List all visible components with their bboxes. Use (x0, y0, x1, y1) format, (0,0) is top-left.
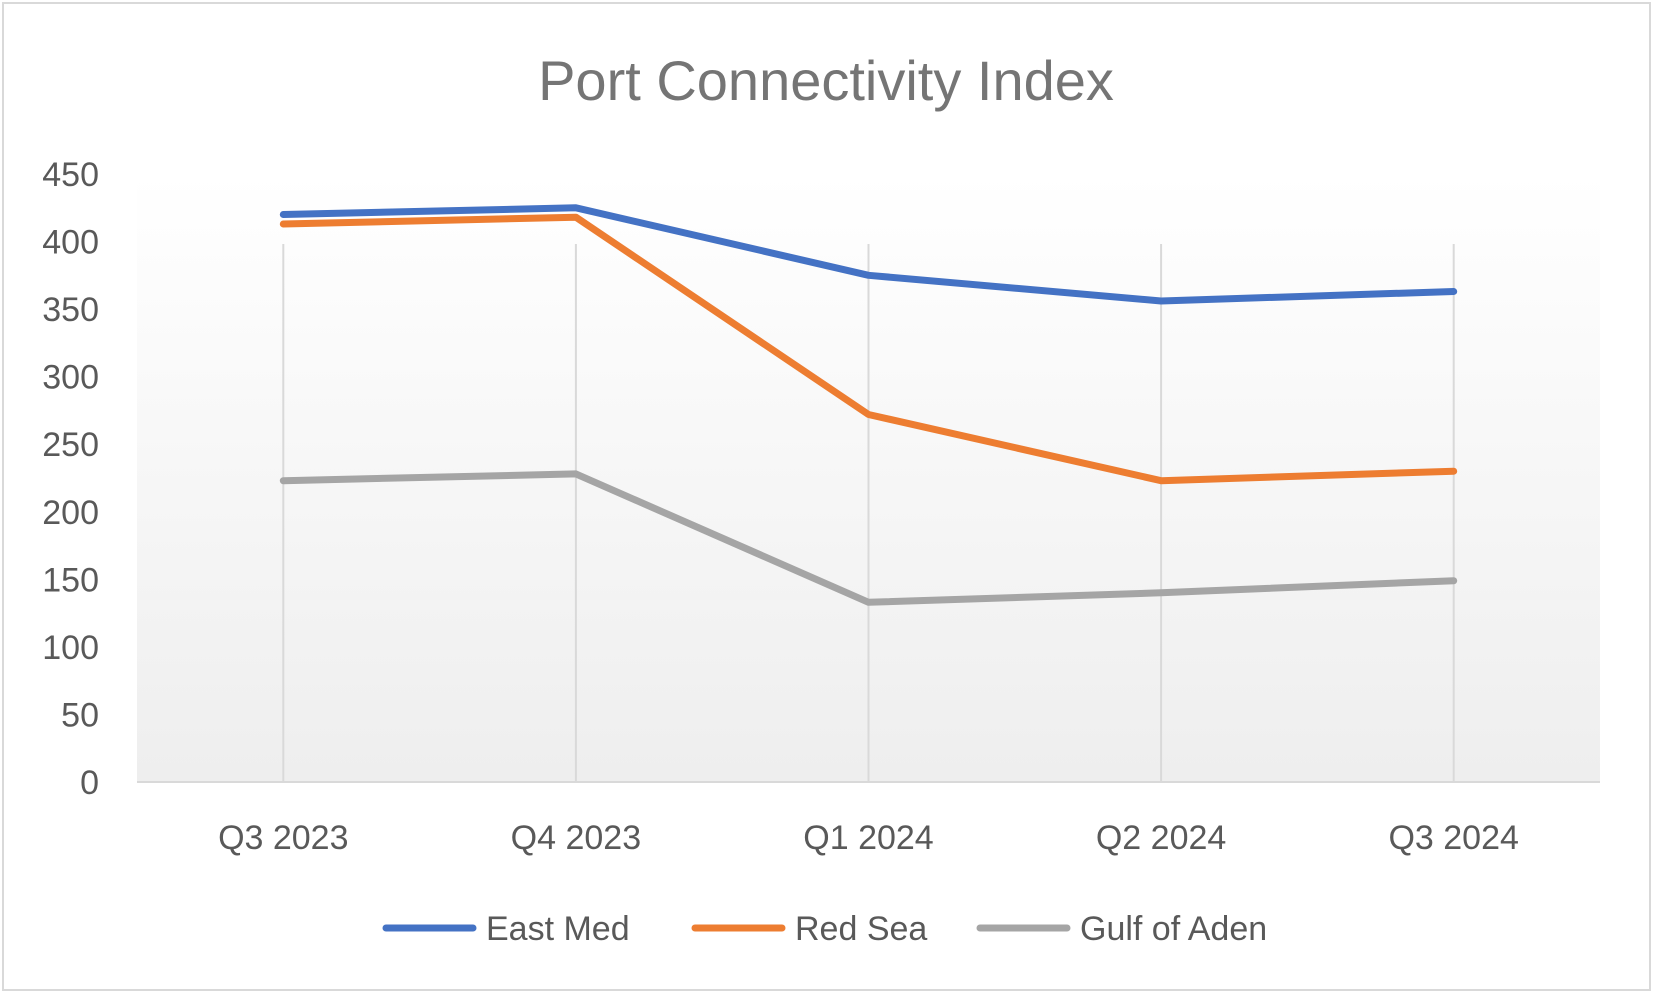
x-tick-label: Q3 2024 (1388, 819, 1518, 857)
series-line-red-sea (279, 213, 1458, 485)
chart-title: Port Connectivity Index (538, 49, 1114, 112)
y-tick-label: 200 (42, 494, 99, 532)
x-axis-ticks: Q3 2023 Q4 2023 Q1 2024 Q2 2024 Q3 2024 (218, 819, 1519, 857)
y-axis-ticks: 0 50 100 150 200 250 300 350 400 450 (42, 156, 99, 802)
x-tick-label: Q2 2024 (1096, 819, 1226, 857)
series-lines (279, 204, 1458, 606)
x-tick-label: Q4 2023 (511, 819, 641, 857)
series-line-east-med (279, 204, 1458, 305)
legend-label-gulf-of-aden: Gulf of Aden (1080, 910, 1267, 948)
y-tick-label: 100 (42, 629, 99, 667)
x-tick-label: Q3 2023 (218, 819, 348, 857)
legend: East Med Red Sea Gulf of Aden (382, 910, 1267, 948)
legend-label-east-med: East Med (486, 910, 630, 948)
y-tick-label: 250 (42, 426, 99, 464)
series-line-gulf-of-aden (279, 470, 1458, 606)
legend-label-red-sea: Red Sea (795, 910, 927, 948)
y-tick-label: 0 (80, 764, 99, 802)
y-tick-label: 150 (42, 561, 99, 599)
y-tick-label: 300 (42, 359, 99, 397)
y-tick-label: 400 (42, 224, 99, 262)
y-tick-label: 350 (42, 291, 99, 329)
y-tick-label: 450 (42, 156, 99, 194)
line-chart: Port Connectivity Index 0 50 100 150 200 250 3… (42, 49, 1600, 948)
y-tick-label: 50 (61, 696, 99, 734)
grid-lines (282, 244, 1455, 782)
x-tick-label: Q1 2024 (803, 819, 933, 857)
